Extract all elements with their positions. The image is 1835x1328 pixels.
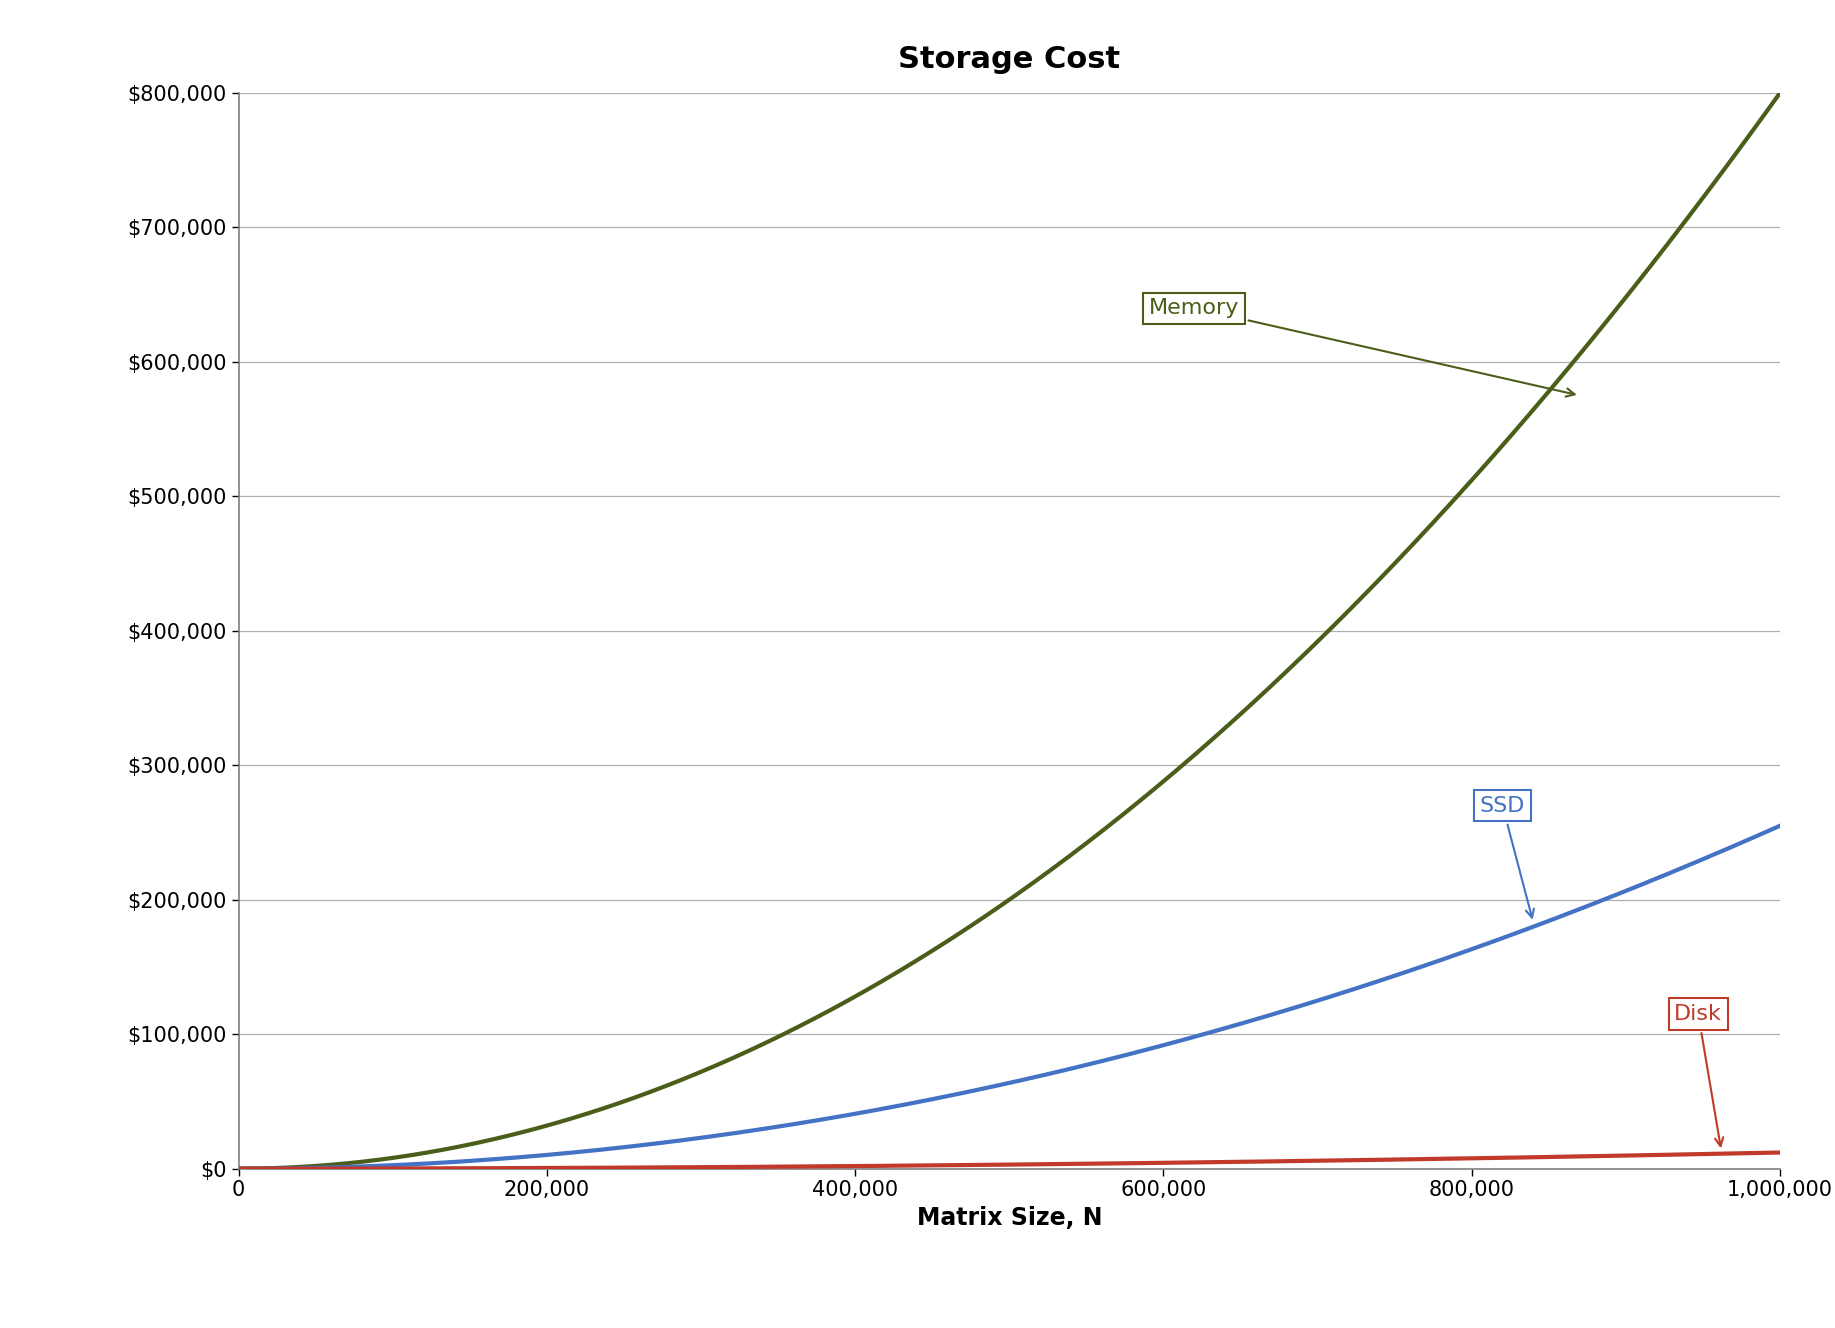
Text: Memory: Memory: [1149, 297, 1574, 397]
Text: Disk: Disk: [1674, 1004, 1723, 1146]
Text: SSD: SSD: [1479, 795, 1534, 918]
Title: Storage Cost: Storage Cost: [897, 45, 1121, 74]
X-axis label: Matrix Size, N: Matrix Size, N: [916, 1206, 1103, 1230]
